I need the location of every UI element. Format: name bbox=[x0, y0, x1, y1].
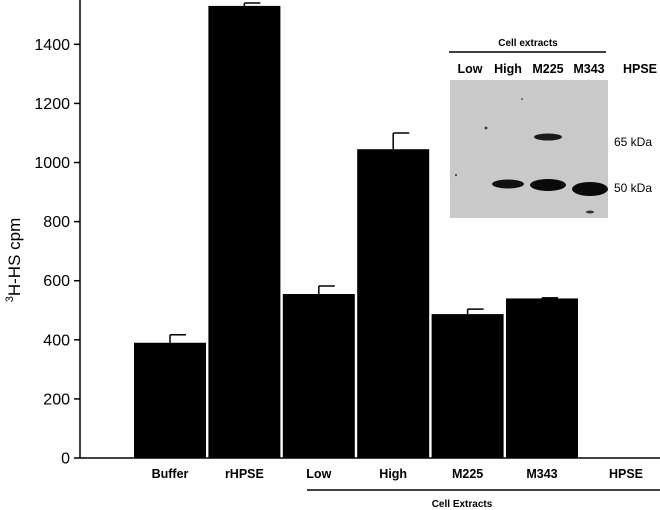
bar bbox=[431, 314, 504, 458]
bar bbox=[208, 5, 281, 459]
y-tick-label: 600 bbox=[43, 273, 70, 290]
marker-label: 65 kDa bbox=[614, 135, 652, 149]
x-tick-label: M225 bbox=[452, 467, 483, 481]
x-tick-label: High bbox=[379, 467, 407, 481]
x-tick-label: rHPSE bbox=[225, 467, 264, 481]
group-label: Cell Extracts bbox=[432, 499, 493, 510]
blot-speck bbox=[586, 210, 594, 214]
x-trailing-label: HPSE bbox=[609, 467, 643, 481]
y-tick-label: 1400 bbox=[34, 37, 70, 54]
blot-speck bbox=[521, 98, 523, 100]
y-axis-label: 3H-HS cpm bbox=[4, 218, 24, 303]
inset-blot: Cell extracts Low High M225 M343 HPSE 65… bbox=[449, 38, 657, 218]
blot-speck bbox=[454, 173, 458, 177]
x-tick-label: Buffer bbox=[152, 467, 189, 481]
blot-band-50kda-m225 bbox=[530, 179, 566, 191]
inset-lane-label: M343 bbox=[573, 62, 604, 76]
inset-lane-trailing-label: HPSE bbox=[623, 62, 657, 76]
blot-membrane bbox=[450, 80, 608, 218]
inset-lane-label: Low bbox=[458, 62, 483, 76]
y-tick-label: 400 bbox=[43, 332, 70, 349]
y-axis-label-superscript: 3 bbox=[4, 296, 16, 302]
bar bbox=[357, 149, 430, 458]
y-tick-label: 1000 bbox=[34, 155, 70, 172]
inset-lane-label: High bbox=[494, 62, 522, 76]
y-tick-label: 1200 bbox=[34, 96, 70, 113]
bar bbox=[134, 342, 206, 458]
blot-speck bbox=[484, 126, 488, 130]
x-tick-label: Low bbox=[306, 467, 331, 481]
y-tick-label: 0 bbox=[61, 451, 70, 468]
bar bbox=[506, 298, 578, 458]
inset-lane-label: M225 bbox=[532, 62, 563, 76]
x-tick-label: M343 bbox=[526, 467, 557, 481]
blot-band-65kda-m225 bbox=[534, 133, 562, 141]
bars: Buffer rHPSE Low High M225 M343 bbox=[134, 2, 578, 481]
blot-band-50kda-high bbox=[492, 179, 524, 189]
y-tick-label: 800 bbox=[43, 214, 70, 231]
y-axis-label-main: H-HS cpm bbox=[5, 218, 24, 296]
inset-title: Cell extracts bbox=[498, 38, 558, 49]
y-tick-label: 200 bbox=[43, 391, 70, 408]
marker-label: 50 kDa bbox=[614, 181, 652, 195]
bar bbox=[282, 294, 355, 458]
blot-band-50kda-m343 bbox=[572, 182, 608, 196]
